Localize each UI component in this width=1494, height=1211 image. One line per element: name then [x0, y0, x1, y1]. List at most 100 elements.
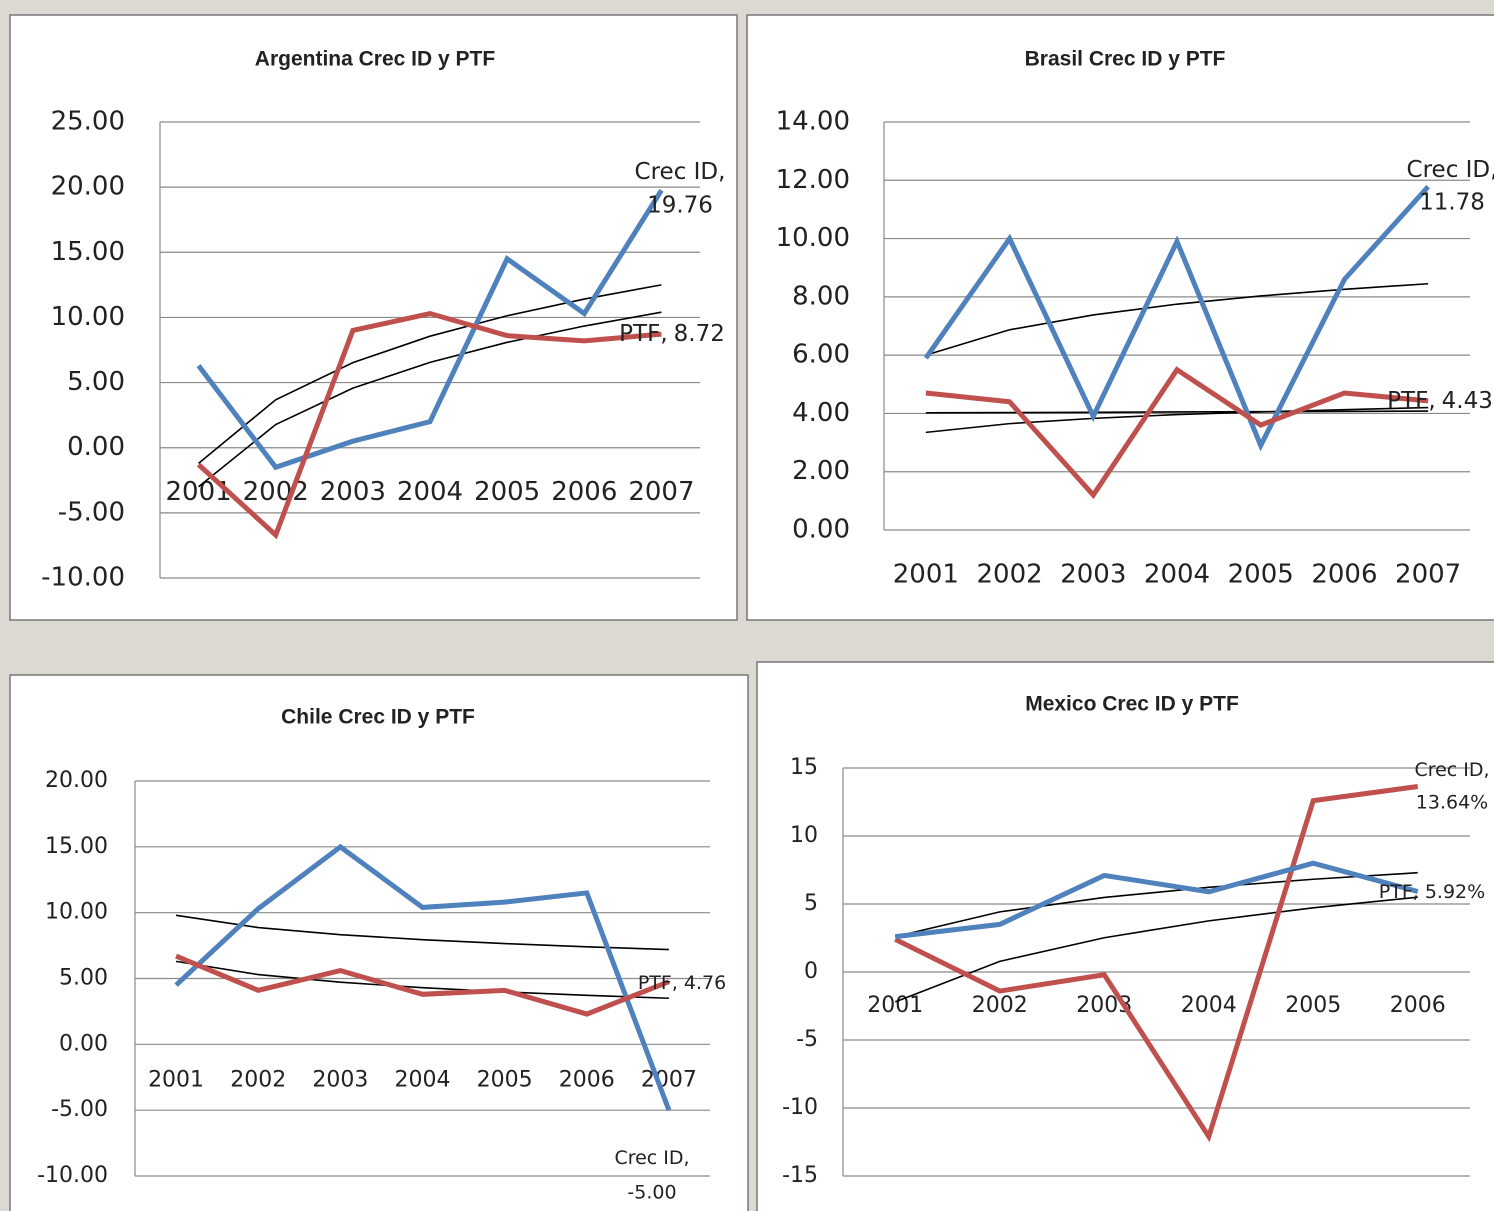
x-tick-label: 2004 — [397, 477, 463, 507]
trendline — [198, 284, 662, 464]
x-tick-label: 2007 — [641, 1067, 697, 1092]
data-label-separator: , — [1484, 759, 1490, 781]
data-label-separator: , — [718, 159, 725, 185]
data-label: PTF, 8.72 — [619, 321, 725, 347]
series-line — [196, 310, 662, 540]
data-label-value: 4.43 — [1442, 388, 1493, 414]
y-tick-label: 20.00 — [45, 768, 108, 793]
data-label: Crec ID, — [1414, 759, 1489, 781]
y-tick-label: 15 — [790, 755, 818, 780]
data-label: PTF, 5.92% — [1379, 881, 1485, 903]
data-label-name: PTF — [1379, 881, 1413, 903]
series-line — [174, 843, 672, 1112]
y-tick-label: 12.00 — [776, 165, 850, 195]
x-tick-label: 2007 — [628, 477, 694, 507]
data-label-separator: , — [1490, 157, 1494, 183]
x-tick-label: 2006 — [1390, 993, 1446, 1018]
y-tick-label: -10.00 — [41, 563, 125, 593]
y-tick-label: 10 — [790, 823, 818, 848]
x-tick-label: 2001 — [893, 560, 959, 590]
y-tick-label: 5.00 — [59, 966, 108, 991]
data-label: Crec ID, — [635, 159, 726, 185]
trendline — [175, 960, 669, 1000]
data-label-name: Crec ID — [1407, 157, 1491, 183]
data-label: PTF, 4.76 — [638, 972, 726, 994]
y-tick-label: -15 — [782, 1163, 818, 1188]
x-tick-label: 2001 — [165, 477, 231, 507]
data-label-separator: , — [660, 321, 667, 347]
panel — [756, 661, 1494, 1211]
y-tick-label: -10.00 — [37, 1163, 108, 1188]
panel — [9, 674, 749, 1211]
x-tick-label: 2006 — [551, 477, 617, 507]
data-label-name: PTF — [619, 321, 660, 347]
x-tick-label: 2004 — [1181, 993, 1237, 1018]
trendline — [175, 914, 669, 951]
data-label-value: 11.78 — [1419, 190, 1485, 216]
data-label-name: Crec ID — [1414, 759, 1483, 781]
data-label-value: -5.00 — [627, 1182, 676, 1204]
y-tick-label: 0.00 — [792, 515, 850, 545]
chart-title: Mexico Crec ID y PTF — [1025, 693, 1239, 716]
x-tick-label: 2006 — [559, 1067, 615, 1092]
series-line — [175, 953, 670, 1017]
data-label-name: Crec ID — [614, 1147, 683, 1169]
y-tick-label: 10.00 — [776, 223, 850, 253]
chart-title: Chile Crec ID y PTF — [281, 706, 475, 729]
data-label: Crec ID, — [614, 1147, 689, 1169]
y-tick-label: 4.00 — [792, 398, 850, 428]
data-label-value: 13.64% — [1416, 792, 1488, 814]
x-tick-label: 2005 — [1285, 993, 1341, 1018]
x-tick-label: 2004 — [395, 1067, 451, 1092]
y-tick-label: 8.00 — [792, 281, 850, 311]
chart-title: Brasil Crec ID y PTF — [1025, 48, 1226, 71]
data-label-name: PTF — [1387, 388, 1428, 414]
data-label-separator: , — [1428, 388, 1435, 414]
data-label-separator: , — [1413, 881, 1419, 903]
series-line — [196, 188, 664, 471]
data-label: Crec ID, — [1407, 157, 1494, 183]
panel — [746, 14, 1494, 621]
y-tick-label: 25.00 — [51, 107, 125, 137]
y-tick-label: -5.00 — [51, 1097, 108, 1122]
y-tick-label: 0.00 — [59, 1031, 108, 1056]
y-tick-label: 0 — [804, 959, 818, 984]
trendline — [894, 896, 1418, 1003]
data-label-value: 8.72 — [674, 321, 725, 347]
y-tick-label: 20.00 — [51, 172, 125, 202]
y-tick-label: 5.00 — [67, 367, 125, 397]
data-label-name: Crec ID — [635, 159, 719, 185]
x-tick-label: 2002 — [230, 1067, 286, 1092]
data-label-value: 4.76 — [684, 972, 726, 994]
x-tick-label: 2001 — [867, 993, 923, 1018]
chart-title: Argentina Crec ID y PTF — [255, 48, 496, 71]
trendline — [198, 311, 662, 488]
y-tick-label: 10.00 — [45, 900, 108, 925]
trendline — [925, 282, 1429, 356]
y-tick-label: 5 — [804, 891, 818, 916]
data-label-value: 19.76 — [647, 193, 713, 219]
x-tick-label: 2003 — [1060, 560, 1126, 590]
y-tick-label: -5.00 — [58, 497, 125, 527]
y-tick-label: 10.00 — [51, 302, 125, 332]
series-line — [923, 185, 1430, 452]
series-line — [894, 860, 1419, 940]
x-tick-label: 2006 — [1311, 560, 1377, 590]
x-tick-label: 2003 — [320, 477, 386, 507]
x-tick-label: 2003 — [312, 1067, 368, 1092]
data-label-name: PTF — [638, 972, 672, 994]
y-tick-label: 15.00 — [45, 834, 108, 859]
x-tick-label: 2004 — [1144, 560, 1210, 590]
x-tick-label: 2002 — [243, 477, 309, 507]
y-tick-label: 6.00 — [792, 340, 850, 370]
trendline — [925, 406, 1429, 434]
x-tick-label: 2007 — [1395, 560, 1461, 590]
data-label-separator: , — [684, 1147, 690, 1169]
data-label-separator: , — [672, 972, 678, 994]
x-tick-label: 2005 — [1228, 560, 1294, 590]
x-tick-label: 2005 — [477, 1067, 533, 1092]
series-line — [925, 366, 1429, 500]
series-line — [894, 784, 1419, 1143]
